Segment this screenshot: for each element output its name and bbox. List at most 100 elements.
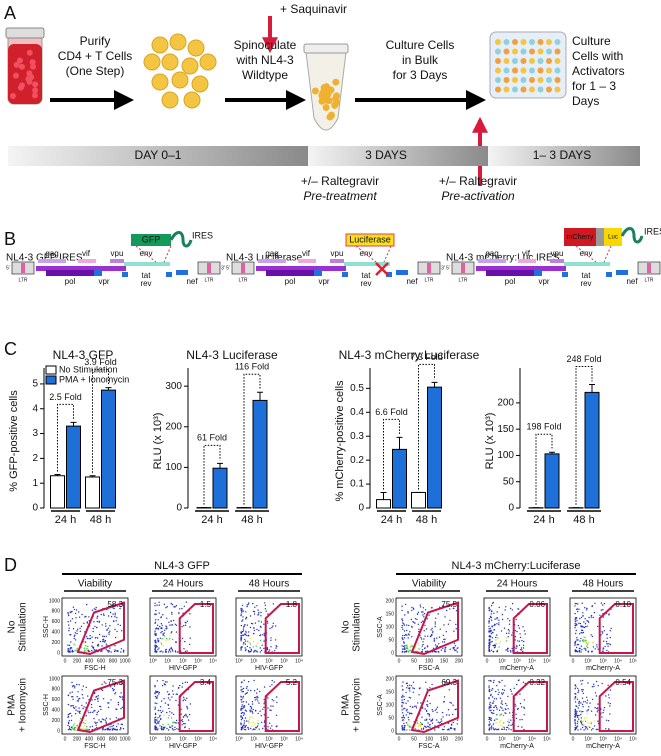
vpu — [550, 259, 564, 263]
event-dot — [189, 637, 191, 639]
event-dot — [120, 723, 123, 725]
event-dot — [252, 712, 254, 714]
event-dot — [401, 645, 403, 647]
event-dot — [494, 639, 497, 641]
deletion — [375, 262, 389, 276]
event-dot — [183, 648, 185, 650]
tat — [562, 272, 568, 277]
event-dot — [457, 647, 459, 649]
event-dot — [429, 726, 431, 728]
event-dot — [182, 716, 185, 718]
event-dot — [97, 637, 99, 639]
event-dot — [245, 710, 248, 712]
event-dot — [68, 726, 71, 728]
event-dot — [584, 607, 586, 609]
event-dot — [590, 634, 592, 636]
event-dot — [519, 636, 522, 639]
event-dot — [410, 726, 412, 729]
event-dot — [511, 693, 513, 695]
event-dot — [181, 626, 183, 628]
event-dot — [508, 719, 510, 721]
blood-cell — [32, 87, 39, 94]
event-dot — [401, 626, 403, 629]
x-tick-label: 0 — [64, 658, 67, 664]
error-bar — [431, 381, 438, 388]
event-dot — [177, 651, 179, 653]
event-dot — [69, 649, 71, 651]
t-cell — [181, 57, 199, 75]
event-dot — [188, 713, 191, 716]
event-dot — [93, 717, 95, 720]
ltr-r — [21, 263, 25, 273]
event-dot — [157, 722, 159, 724]
event-dot — [242, 634, 244, 636]
event-dot — [169, 651, 172, 653]
event-dot — [263, 640, 265, 642]
panel-label: A — [4, 3, 16, 23]
event-dot — [72, 685, 74, 688]
event-dot — [409, 649, 412, 651]
event-dot — [522, 644, 525, 647]
event-dot — [488, 725, 490, 727]
event-dot — [595, 695, 598, 697]
event-dot — [408, 624, 410, 627]
event-dot — [574, 722, 576, 724]
event-dot — [495, 690, 497, 693]
event-dot — [241, 701, 243, 703]
event-dot — [84, 641, 87, 643]
event-dot — [171, 649, 173, 651]
event-dot — [260, 615, 262, 617]
event-dot — [240, 724, 242, 726]
bar — [101, 389, 116, 509]
event-dot — [96, 615, 99, 617]
event-dot — [444, 648, 446, 650]
event-dot — [97, 700, 99, 702]
event-dot — [84, 722, 86, 725]
event-dot — [516, 708, 519, 710]
event-dot — [496, 728, 499, 731]
event-dot — [100, 708, 102, 711]
event-dot — [110, 686, 112, 688]
event-dot — [76, 683, 78, 686]
event-dot — [263, 632, 265, 635]
event-dot — [597, 625, 599, 628]
event-dot — [443, 641, 446, 643]
event-dot — [122, 728, 125, 730]
event-dot — [490, 619, 493, 621]
event-dot — [426, 618, 428, 620]
x-tick-label: 800 — [109, 658, 118, 664]
event-dot — [69, 692, 71, 694]
event-dot — [426, 704, 429, 706]
x-tick-label: 10⁴ — [528, 736, 536, 742]
event-dot — [155, 613, 157, 615]
ltr-label: LTR — [424, 277, 433, 283]
event-dot — [96, 644, 99, 647]
event-dot — [87, 695, 89, 697]
event-dot — [74, 685, 76, 687]
event-dot — [496, 634, 498, 636]
x-tick-label: 150 — [440, 658, 449, 664]
event-dot — [240, 696, 242, 698]
event-dot — [494, 644, 496, 647]
event-dot — [185, 601, 188, 603]
event-dot — [602, 711, 604, 714]
event-dot — [163, 603, 166, 605]
event-dot — [240, 648, 242, 650]
event-dot — [575, 714, 578, 716]
event-dot — [154, 613, 156, 616]
event-dot — [91, 725, 94, 727]
event-dot — [156, 646, 158, 648]
event-dot — [250, 710, 252, 712]
x-tick-label: 0 — [486, 736, 489, 742]
end-label: 5' — [6, 265, 10, 271]
fold-label: 198 Fold — [526, 422, 561, 432]
y-tick-label: 150 — [386, 611, 395, 617]
event-dot — [270, 705, 272, 707]
event-dot — [154, 708, 156, 710]
event-dot — [121, 630, 123, 632]
event-dot — [502, 714, 505, 717]
event-dot — [576, 624, 578, 626]
event-dot — [415, 707, 418, 709]
event-dot — [584, 623, 587, 625]
event-dot — [576, 716, 579, 719]
